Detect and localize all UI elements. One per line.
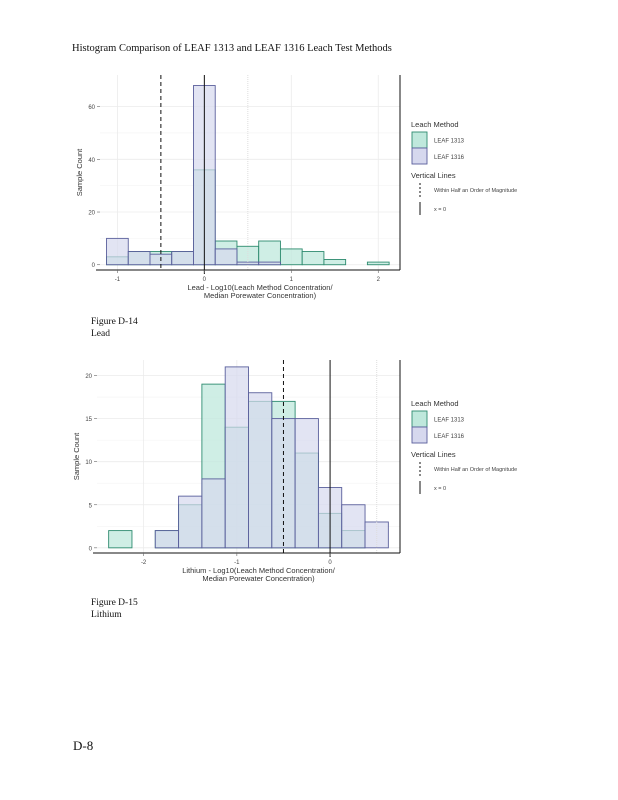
x-axis-title: Lithium - Log10(Leach Method Concentrati… bbox=[182, 566, 336, 575]
figure-lead-histogram: 0 20 40 60 -1 0 1 2 Lead - Log10(Leach Method Co… bbox=[72, 70, 552, 320]
figure-caption-lithium: Figure D-15 Lithium bbox=[91, 597, 138, 621]
y-tick-label: 5 bbox=[89, 503, 93, 509]
histogram-bar bbox=[258, 261, 281, 266]
legend-title-vertical-lines: Vertical Lines bbox=[411, 450, 456, 459]
figure-name: Lithium bbox=[91, 610, 122, 620]
y-axis-title: Sample Count bbox=[72, 432, 81, 480]
y-tick-label: 15 bbox=[85, 417, 92, 423]
x-tick-label: -1 bbox=[115, 277, 121, 283]
histogram-chart: 0 20 40 60 -1 0 1 2 Lead - Log10(Leach Method Co… bbox=[75, 75, 517, 300]
series-leaf-1316 bbox=[106, 85, 281, 266]
legend-label-leaf1316: LEAF 1316 bbox=[434, 434, 465, 440]
y-tick-label: 20 bbox=[85, 374, 92, 380]
legend-label-leaf1313: LEAF 1313 bbox=[434, 418, 465, 424]
figure-caption-lead: Figure D-14 Lead bbox=[91, 316, 138, 340]
x-tick-label: 0 bbox=[203, 277, 207, 283]
legend-label-leaf1316: LEAF 1316 bbox=[434, 155, 465, 161]
x-tick-label: 1 bbox=[290, 277, 294, 283]
x-tick-label: -1 bbox=[234, 560, 240, 566]
y-axis-title: Sample Count bbox=[75, 148, 84, 196]
legend-label-leaf1313: LEAF 1313 bbox=[434, 139, 465, 145]
legend-swatch-leaf1313 bbox=[411, 410, 428, 428]
histogram-bar bbox=[154, 530, 180, 549]
x-tick-label: 0 bbox=[328, 560, 332, 566]
histogram-bar bbox=[201, 478, 226, 549]
histogram-bar bbox=[127, 251, 151, 266]
histogram-bar bbox=[108, 530, 133, 549]
x-axis-title-line2: Median Porewater Concentration) bbox=[202, 574, 315, 583]
histogram-bar bbox=[323, 259, 347, 266]
histogram-bar bbox=[301, 251, 325, 266]
figure-number: Figure D-15 bbox=[91, 598, 138, 608]
figure-name: Lead bbox=[91, 329, 110, 339]
y-tick-label: 0 bbox=[89, 546, 93, 552]
y-tick-label: 60 bbox=[88, 105, 95, 111]
legend: Leach Method LEAF 1313 LEAF 1316 Vertical L… bbox=[411, 120, 517, 215]
legend-label-x-zero: x = 0 bbox=[434, 486, 446, 492]
page-title: Histogram Comparison of LEAF 1313 and LE… bbox=[72, 43, 392, 54]
histogram-bar bbox=[366, 261, 390, 266]
y-tick-label: 10 bbox=[85, 460, 92, 466]
legend-label-half-order: Within Half an Order of Magnitude bbox=[434, 467, 517, 473]
histogram-bar bbox=[178, 495, 203, 549]
legend-swatch-leaf1316 bbox=[411, 426, 428, 444]
histogram-bar bbox=[171, 251, 194, 266]
legend-title-leach-method: Leach Method bbox=[411, 120, 459, 129]
series-leaf-1316 bbox=[154, 366, 389, 549]
figure-lithium-histogram: 0 5 10 15 20 -2 -1 0 Lithium - Log10(Leach Metho… bbox=[72, 355, 552, 605]
figure-number: Figure D-14 bbox=[91, 317, 138, 327]
x-axis-title: Lead - Log10(Leach Method Concentration/ bbox=[187, 283, 333, 292]
gridlines bbox=[100, 75, 400, 270]
x-tick-label: -2 bbox=[141, 560, 147, 566]
histogram-bar bbox=[294, 418, 319, 549]
histogram-bar bbox=[214, 248, 238, 266]
legend: Leach Method LEAF 1313 LEAF 1316 Vertical L… bbox=[411, 399, 517, 494]
histogram-bar bbox=[341, 504, 366, 549]
histogram-bar bbox=[106, 237, 129, 266]
legend-swatch-leaf1313 bbox=[411, 131, 428, 149]
histogram-bar bbox=[248, 392, 273, 549]
legend-label-x-zero: x = 0 bbox=[434, 207, 446, 213]
y-tick-label: 40 bbox=[88, 158, 95, 164]
legend-label-half-order: Within Half an Order of Magnitude bbox=[434, 188, 517, 194]
page-number: D-8 bbox=[73, 738, 94, 753]
legend-title-leach-method: Leach Method bbox=[411, 399, 459, 408]
y-tick-label: 20 bbox=[88, 211, 95, 217]
x-axis-title-line2: Median Porewater Concentration) bbox=[204, 291, 317, 300]
histogram-bar bbox=[224, 366, 249, 549]
y-tick-label: 0 bbox=[92, 263, 96, 269]
histogram-bar bbox=[279, 248, 303, 266]
x-tick-label: 2 bbox=[377, 277, 381, 283]
legend-swatch-leaf1316 bbox=[411, 147, 428, 165]
histogram-bar bbox=[258, 240, 281, 266]
legend-title-vertical-lines: Vertical Lines bbox=[411, 171, 456, 180]
